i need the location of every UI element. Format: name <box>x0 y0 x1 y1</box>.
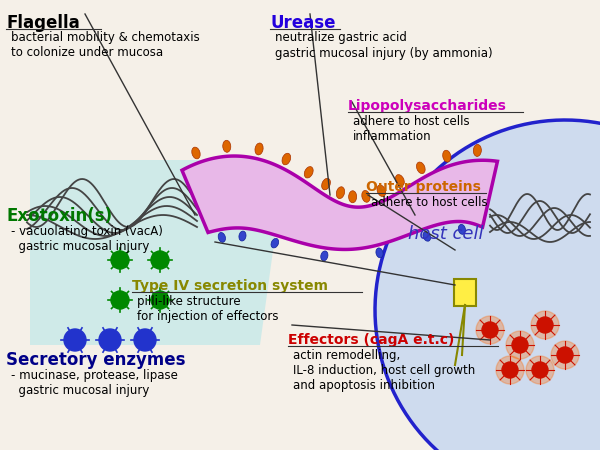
Circle shape <box>526 356 554 384</box>
Ellipse shape <box>282 153 290 165</box>
Circle shape <box>111 251 129 269</box>
Ellipse shape <box>362 190 370 202</box>
Ellipse shape <box>322 178 331 190</box>
Circle shape <box>496 356 524 384</box>
Circle shape <box>551 341 579 369</box>
Circle shape <box>532 362 548 378</box>
Ellipse shape <box>223 140 231 152</box>
Polygon shape <box>375 120 600 450</box>
Ellipse shape <box>349 191 356 203</box>
Circle shape <box>482 322 498 338</box>
Text: host cell: host cell <box>408 225 484 243</box>
Ellipse shape <box>239 231 246 241</box>
Circle shape <box>537 317 553 333</box>
Ellipse shape <box>395 175 404 186</box>
Text: pilli-like structure
for injection of effectors: pilli-like structure for injection of ef… <box>137 295 278 323</box>
Ellipse shape <box>304 166 313 178</box>
Ellipse shape <box>443 150 451 162</box>
Text: Type IV secretion system: Type IV secretion system <box>132 279 328 293</box>
FancyBboxPatch shape <box>454 279 476 306</box>
Ellipse shape <box>458 225 466 234</box>
Ellipse shape <box>423 232 431 241</box>
Ellipse shape <box>377 185 386 197</box>
Circle shape <box>512 337 528 353</box>
Circle shape <box>99 329 121 351</box>
Text: Secretory enzymes: Secretory enzymes <box>6 351 185 369</box>
Text: - mucinase, protease, lipase
  gastric mucosal injury: - mucinase, protease, lipase gastric muc… <box>11 369 178 397</box>
Circle shape <box>151 251 169 269</box>
Ellipse shape <box>255 143 263 155</box>
Text: Urease: Urease <box>270 14 335 32</box>
Ellipse shape <box>218 233 226 242</box>
Text: bacterial mobility & chemotaxis
to colonize under mucosa: bacterial mobility & chemotaxis to colon… <box>11 32 200 59</box>
Circle shape <box>476 316 504 344</box>
Circle shape <box>557 347 573 363</box>
Circle shape <box>502 362 518 378</box>
Text: - vacuolating toxin (vacA)
  gastric mucosal injury: - vacuolating toxin (vacA) gastric mucos… <box>11 225 163 253</box>
Ellipse shape <box>321 251 328 261</box>
Text: actin remodelling,
IL-8 induction, host cell growth
and apoptosis inhibition: actin remodelling, IL-8 induction, host … <box>293 349 475 392</box>
Text: Flagella: Flagella <box>6 14 80 32</box>
Ellipse shape <box>271 238 278 248</box>
Circle shape <box>64 329 86 351</box>
Circle shape <box>151 291 169 309</box>
Circle shape <box>506 331 534 359</box>
Ellipse shape <box>416 162 425 174</box>
Circle shape <box>134 329 156 351</box>
Circle shape <box>111 291 129 309</box>
Text: neutralize gastric acid
gastric mucosal injury (by ammonia): neutralize gastric acid gastric mucosal … <box>275 32 493 59</box>
Polygon shape <box>30 160 280 345</box>
Text: Exotoxin(s): Exotoxin(s) <box>6 207 112 225</box>
Ellipse shape <box>192 147 200 159</box>
Text: Effectors (cagA e.t.c): Effectors (cagA e.t.c) <box>288 333 454 347</box>
Text: Lipopolysaccharides: Lipopolysaccharides <box>348 99 507 113</box>
Ellipse shape <box>376 248 383 258</box>
Ellipse shape <box>473 144 481 157</box>
Text: adhere to host cells
inflammation: adhere to host cells inflammation <box>353 115 470 143</box>
Text: adhere to host cells: adhere to host cells <box>371 196 488 209</box>
Polygon shape <box>182 156 497 249</box>
Text: Outer proteins: Outer proteins <box>366 180 481 194</box>
Circle shape <box>531 311 559 339</box>
Ellipse shape <box>337 187 344 198</box>
